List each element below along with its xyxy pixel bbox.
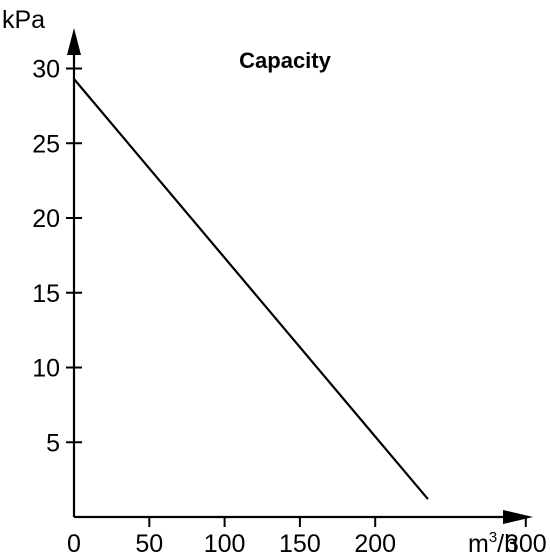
x-tick-label-150: 150 xyxy=(279,530,321,558)
x-unit-superscript: 3 xyxy=(489,529,497,546)
x-axis-ticks: 0 50 100 150 200 300 xyxy=(67,517,547,558)
x-unit-suffix: /h xyxy=(497,530,518,558)
y-axis-ticks: 5 10 15 20 25 30 xyxy=(32,56,82,457)
y-tick-label-25: 25 xyxy=(32,130,60,158)
y-tick-label-5: 5 xyxy=(46,429,60,457)
series-layer xyxy=(73,78,429,500)
x-unit-prefix: m xyxy=(468,530,489,558)
y-tick-label-20: 20 xyxy=(32,205,60,233)
axes xyxy=(67,28,533,524)
y-tick-label-15: 15 xyxy=(32,280,60,308)
y-tick-label-30: 30 xyxy=(32,56,60,84)
x-tick-label-50: 50 xyxy=(135,530,163,558)
x-tick-label-0: 0 xyxy=(67,530,81,558)
chart-title: Capacity xyxy=(239,48,331,73)
x-tick-label-200: 200 xyxy=(354,530,396,558)
y-tick-label-10: 10 xyxy=(32,355,60,383)
y-axis-arrowhead xyxy=(67,28,81,55)
x-axis-unit-label: m3/h xyxy=(468,529,518,558)
x-axis-arrowhead xyxy=(503,510,533,524)
x-tick-label-300: 300 xyxy=(505,530,547,558)
y-axis-unit-label: kPa xyxy=(2,6,45,34)
x-tick-label-100: 100 xyxy=(204,530,246,558)
capacity-curve-line xyxy=(73,78,429,500)
